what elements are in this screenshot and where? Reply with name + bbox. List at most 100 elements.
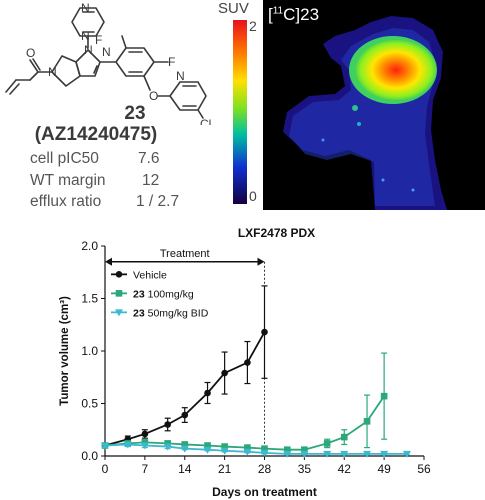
colorbar: [233, 20, 247, 204]
y-tick-label: 2.0: [81, 239, 98, 253]
treatment-label: Treatment: [160, 248, 210, 260]
data-point: [340, 433, 348, 441]
fluoro-label-right: F: [168, 55, 175, 69]
chemical-structure: N N N N F N O F O N Cl: [5, 1, 211, 125]
legend-entry-compound: 23: [133, 307, 145, 319]
ether-o: O: [149, 89, 158, 103]
data-point: [380, 450, 389, 458]
chart-title: LXF2478 PDX: [238, 226, 315, 240]
data-point: [141, 439, 149, 446]
data-point: [164, 421, 171, 428]
data-point: [163, 443, 172, 451]
x-tick-label: 7: [142, 462, 149, 476]
legend-marker: [115, 290, 123, 297]
data-point: [141, 430, 149, 438]
pet-image: [11C]23: [263, 0, 485, 210]
legend-entry: 23 50mg/kg BID: [133, 307, 209, 319]
pet-label-isotope: 11: [272, 5, 284, 17]
x-tick-label: 28: [258, 462, 272, 476]
colorbar-max-label: 2: [249, 18, 257, 34]
data-point: [260, 449, 269, 457]
pyrimidine-n2: N: [81, 29, 90, 43]
pet-label-bracket: [: [268, 5, 273, 24]
colorbar-title: SUV: [218, 0, 249, 17]
data-point: [323, 450, 332, 458]
x-tick-label: 0: [102, 462, 109, 476]
data-point: [363, 418, 371, 425]
compound-code: (AZ14240475): [34, 124, 158, 145]
x-tick-label: 14: [178, 462, 192, 476]
data-point: [323, 440, 331, 447]
imidazole-n1: N: [84, 43, 93, 57]
property-value: 12: [142, 172, 160, 189]
data-point: [301, 446, 308, 453]
y-tick-label: 0.0: [81, 449, 98, 463]
pyridine-n: N: [176, 69, 185, 83]
series-line: [104, 331, 266, 447]
legend-entry-label: 50mg/kg BID: [145, 307, 209, 319]
data-point: [204, 442, 211, 449]
tumor-volume-chart: LXF2478 PDX 0.0 0.5 1.0 1.5 2.0 0 7 14 21 28 35 42 49…: [59, 226, 431, 499]
chloro-label: Cl: [200, 117, 211, 125]
fluoro-label-top: F: [95, 33, 102, 47]
data-point: [244, 359, 251, 366]
property-value: 7.6: [138, 150, 160, 167]
pyrimidine-n1: N: [81, 1, 90, 15]
data-point: [221, 369, 228, 377]
compound-number: 23: [124, 103, 146, 124]
property-label: cell pIC50: [30, 150, 99, 167]
x-tick-label: 49: [377, 462, 391, 476]
data-point: [244, 444, 251, 451]
data-point: [402, 450, 411, 458]
data-point: [204, 389, 211, 397]
y-tick-label: 1.0: [81, 344, 98, 358]
legend-entry-compound: 23: [133, 288, 145, 300]
data-point: [164, 440, 171, 447]
data-point: [380, 392, 388, 400]
data-point: [243, 448, 252, 456]
data-point: [220, 447, 229, 455]
x-tick-label: 42: [338, 462, 352, 476]
carbonyl-o: O: [26, 46, 35, 60]
y-tick-label: 0.5: [81, 397, 98, 411]
data-point: [181, 411, 189, 419]
colorbar-min-label: 0: [249, 188, 257, 204]
pyrrolidine-n: N: [48, 65, 57, 79]
x-tick-label: 21: [218, 462, 232, 476]
data-point: [340, 450, 349, 458]
legend-entry: 23 100mg/kg: [133, 288, 194, 300]
legend-entry: Vehicle: [133, 269, 167, 281]
property-value: 1 / 2.7: [136, 193, 180, 210]
x-tick-label: 35: [298, 462, 312, 476]
y-tick-label: 1.5: [81, 292, 98, 306]
data-point: [261, 328, 268, 336]
treatment-arrow-right-head: [257, 257, 265, 266]
legend-marker: [115, 271, 123, 278]
legend-marker: [115, 309, 123, 317]
legend-entry-label: Vehicle: [133, 269, 167, 281]
data-point: [123, 441, 132, 449]
legend-entry-label: 100mg/kg: [145, 288, 194, 300]
data-point: [221, 443, 228, 450]
y-axis-label: Tumor volume (cm³): [59, 296, 71, 406]
x-axis-label: Days on treatment: [212, 485, 317, 499]
series-line: [104, 443, 407, 455]
imidazole-n2: N: [102, 45, 111, 59]
data-point: [283, 446, 291, 453]
pet-tracer-label: [11C]23: [268, 5, 319, 25]
data-point: [181, 441, 189, 448]
pet-label-compound: C]23: [283, 5, 320, 24]
x-tick-label: 56: [417, 462, 431, 476]
property-label: efflux ratio: [30, 193, 102, 210]
data-point: [300, 450, 309, 458]
data-point: [140, 442, 149, 450]
property-label: WT margin: [30, 172, 106, 189]
treatment-arrow-left-head: [105, 257, 112, 266]
data-point: [261, 445, 268, 452]
data-point: [101, 442, 109, 450]
pet-scan-graphic: [283, 16, 447, 210]
data-point: [363, 450, 372, 458]
data-point: [283, 450, 292, 458]
data-point: [180, 445, 189, 453]
data-point: [203, 446, 212, 454]
